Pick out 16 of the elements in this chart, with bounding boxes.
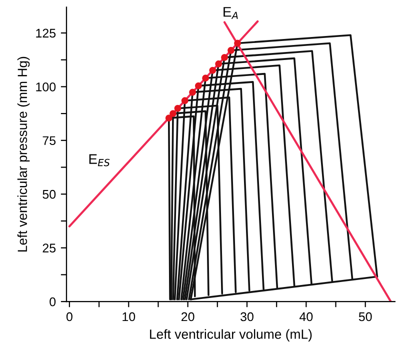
y-tick-label: 125	[36, 28, 56, 38]
y-axis-title: Left ventricular pressure (mm Hg)	[17, 56, 30, 252]
y-tick-label: 50	[42, 190, 56, 199]
y-tick-label: 75	[42, 136, 56, 146]
x-tick-label: 20	[181, 312, 194, 322]
x-tick-label: 50	[358, 312, 372, 322]
x-tick-label: 40	[300, 312, 313, 322]
x-tick-label: 10	[122, 312, 136, 322]
x-tick-label: 30	[240, 312, 254, 322]
y-tick-label: 25	[42, 244, 56, 252]
x-axis-title: Left ventricular volume (mL)	[150, 329, 312, 342]
y-tick-label: 0	[50, 297, 56, 306]
annotation: E$_{A}$	[224, 7, 238, 19]
y-tick-label: 100	[36, 82, 56, 92]
annotation: E$_{ES}$	[89, 154, 110, 166]
x-tick-label: 0	[66, 312, 72, 322]
